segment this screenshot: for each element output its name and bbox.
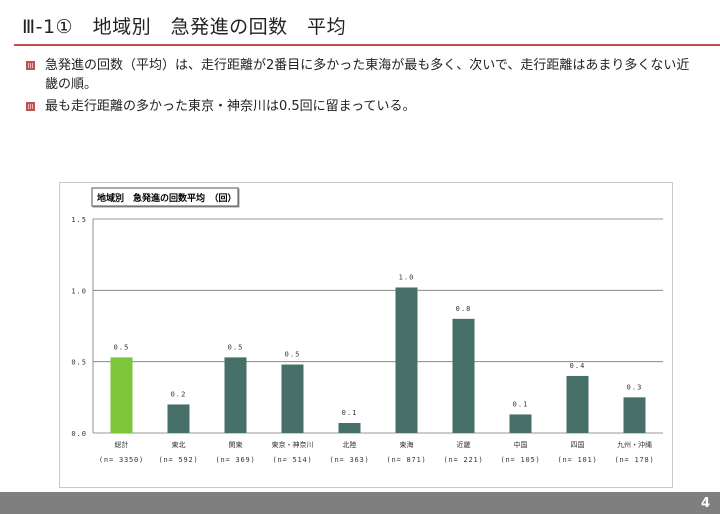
x-tick-label: 関東 [229,440,243,449]
chart-title: 地域別 急発進の回数平均 （回） [97,192,237,204]
bar [338,423,361,433]
data-label: 0.5 [114,343,130,351]
title-rule [14,44,720,46]
sample-size-label: (n= 369) [215,456,255,464]
x-tick-label: 四国 [571,441,585,449]
bullet-item: 急発進の回数（平均）は、走行距離が2番目に多かった東海が最も多く、次いで、走行距… [26,56,696,94]
bar [281,364,304,433]
data-label: 1.0 [399,273,415,281]
bar [395,287,418,433]
sample-size-label: (n= 871) [386,456,426,464]
bar-chart: 地域別 急発進の回数平均 （回） 0.0 0.5 1.0 1.5 0.5 総計 (n= 335… [71,187,663,464]
bullet-marker-icon [26,102,35,111]
bar [452,318,475,433]
footer-bar: 4 [0,492,720,514]
data-label: 0.8 [456,305,472,313]
chart-panel: 地域別 急発進の回数平均 （回） 0.0 0.5 1.0 1.5 0.5 総計 (n= 335… [59,182,673,488]
data-label: 0.2 [171,390,187,398]
bullet-text: 急発進の回数（平均）は、走行距離が2番目に多かった東海が最も多く、次いで、走行距… [45,58,690,92]
data-label: 0.3 [627,383,643,391]
bar [167,404,190,433]
data-label: 0.5 [228,343,244,351]
sample-size-label: (n= 221) [443,456,483,464]
x-tick-label: 東海 [400,440,414,449]
data-label: 0.5 [285,351,301,359]
bar [509,414,532,433]
sample-size-label: (n= 514) [272,456,312,464]
x-tick-label: 近畿 [457,440,471,449]
data-label: 0.1 [342,409,358,417]
bullet-item: 最も走行距離の多かった東京・神奈川は0.5回に留まっている。 [26,97,696,116]
x-tick-label: 東京・神奈川 [272,440,314,449]
sample-size-label: (n= 101) [557,456,597,464]
sample-size-label: (n= 592) [158,456,198,464]
x-tick-label: 北陸 [343,440,357,449]
bar [110,357,133,433]
x-tick-label: 総計 [115,440,129,449]
bar [566,375,589,433]
sample-size-label: (n= 363) [329,456,369,464]
data-label: 0.4 [570,362,586,370]
x-tick-label: 東北 [172,440,186,449]
slide-title: Ⅲ-1① 地域別 急発進の回数 平均 [22,16,347,38]
x-tick-label: 中国 [514,440,528,449]
sample-size-label: (n= 3350) [99,456,144,464]
bullet-text: 最も走行距離の多かった東京・神奈川は0.5回に留まっている。 [45,99,416,114]
bar [623,397,646,433]
chart-title-box [91,187,239,207]
bar [224,357,247,433]
bullet-list: 急発進の回数（平均）は、走行距離が2番目に多かった東海が最も多く、次いで、走行距… [26,56,696,119]
bullet-marker-icon [26,61,35,70]
y-tick-label: 0.0 [71,430,87,438]
y-tick-label: 0.5 [71,359,87,367]
page-number: 4 [700,496,710,511]
data-label: 0.1 [513,400,529,408]
y-tick-label: 1.5 [71,216,87,224]
sample-size-label: (n= 178) [614,456,654,464]
y-tick-label: 1.0 [71,287,87,295]
sample-size-label: (n= 105) [500,456,540,464]
x-tick-label: 九州・沖縄 [617,440,652,449]
